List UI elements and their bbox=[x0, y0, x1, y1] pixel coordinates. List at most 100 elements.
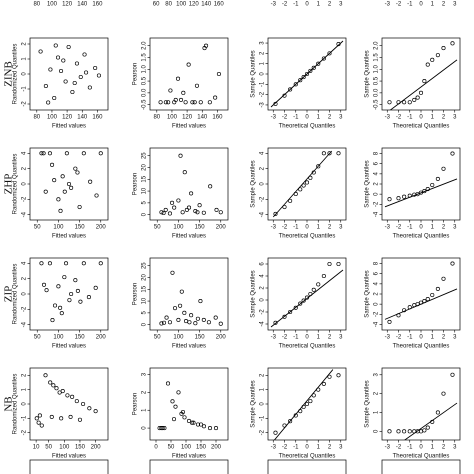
point bbox=[49, 414, 54, 419]
point bbox=[273, 211, 278, 216]
y-tick-label: 2 bbox=[260, 51, 266, 55]
point bbox=[162, 426, 167, 431]
point bbox=[198, 422, 204, 427]
point bbox=[450, 261, 455, 266]
x-tick-label: -3 bbox=[385, 115, 391, 121]
point bbox=[66, 44, 71, 50]
y-tick-label: -2 bbox=[374, 201, 380, 207]
reference-line bbox=[384, 288, 458, 320]
y-tick-label: 2 bbox=[374, 182, 380, 186]
point bbox=[58, 68, 64, 74]
x-tick-label: 100 bbox=[181, 445, 192, 451]
x-tick-label: 200 bbox=[211, 445, 222, 451]
point bbox=[184, 207, 189, 212]
x-tick-label: -1 bbox=[293, 335, 299, 341]
x-tick-label: 50 bbox=[45, 445, 52, 451]
point bbox=[213, 95, 218, 100]
point bbox=[161, 320, 167, 325]
point bbox=[96, 73, 101, 78]
point bbox=[441, 166, 446, 171]
y-tick-label: 4 bbox=[22, 261, 28, 265]
x-tick-label: 3 bbox=[339, 225, 343, 231]
x-tick-label: -3 bbox=[271, 445, 277, 451]
point bbox=[183, 100, 188, 105]
panel: 50 100 150 200 0 5 10 15 20 25 Fitted values Pearso… bbox=[133, 257, 229, 350]
point bbox=[161, 210, 166, 216]
y-tick-label: -4 bbox=[260, 211, 266, 217]
plot-area bbox=[39, 261, 103, 323]
point bbox=[98, 261, 103, 266]
point bbox=[67, 298, 72, 303]
y-tick-label: 4 bbox=[260, 151, 266, 155]
point bbox=[418, 90, 424, 95]
x-tick-label: -1 bbox=[293, 2, 299, 8]
x-axis-label: Fitted values bbox=[52, 454, 86, 460]
plot-area bbox=[159, 270, 223, 326]
panel-frame bbox=[267, 367, 347, 441]
y-tick-label: -2 bbox=[374, 311, 380, 317]
panel-frame bbox=[381, 459, 461, 474]
point bbox=[183, 319, 189, 324]
point bbox=[166, 100, 171, 105]
point bbox=[170, 399, 175, 404]
x-tick-label: 0 bbox=[305, 225, 309, 231]
panel: 80 100 120 140 160 -2 -1 0 1 2 Fitted values Random… bbox=[13, 37, 109, 130]
x-tick-label: 2 bbox=[328, 2, 332, 8]
x-axis-label: Theoretical Quantiles bbox=[279, 344, 336, 350]
panel: -3 -2 -1 0 1 2 3 bbox=[271, 2, 344, 8]
y-tick-label: 1.5 bbox=[374, 53, 380, 62]
point bbox=[39, 423, 44, 428]
y-tick-label: -2 bbox=[22, 306, 28, 312]
y-axis-label: Randomized Quantiles bbox=[13, 374, 19, 435]
point bbox=[158, 100, 163, 105]
point bbox=[54, 386, 59, 391]
y-tick-label: 10 bbox=[142, 297, 148, 304]
point bbox=[301, 75, 306, 80]
x-tick-label: 50 bbox=[154, 225, 161, 231]
point bbox=[201, 210, 206, 215]
x-tick-label: 100 bbox=[59, 445, 70, 451]
point bbox=[157, 426, 162, 431]
point bbox=[62, 189, 67, 194]
point bbox=[46, 100, 51, 105]
y-axis-label: Pearson bbox=[133, 393, 139, 415]
point bbox=[41, 282, 47, 287]
x-tick-label: 1 bbox=[317, 335, 321, 341]
point bbox=[44, 288, 49, 293]
point bbox=[56, 197, 61, 202]
point bbox=[62, 275, 67, 280]
x-tick-label: 150 bbox=[75, 225, 86, 231]
x-tick-label: -2 bbox=[396, 225, 402, 231]
y-tick-label: 2 bbox=[374, 391, 380, 395]
plot-area bbox=[384, 261, 458, 324]
x-tick-label: -1 bbox=[407, 225, 413, 231]
point bbox=[43, 373, 48, 378]
point bbox=[402, 429, 407, 434]
panel-frame bbox=[29, 459, 109, 474]
point bbox=[73, 278, 78, 283]
y-tick-label: 0 bbox=[142, 322, 148, 326]
y-tick-label: 2 bbox=[22, 166, 28, 170]
panel: -3 -2 -1 0 1 2 3 -4 -2 0 2 4 6 8 Theoretical Quantiles… bbox=[365, 257, 461, 350]
panel: 10 50 100 150 200 -2 -1 0 1 2 Fitted values Randomi… bbox=[13, 367, 109, 460]
x-axis-label: Fitted values bbox=[52, 344, 86, 350]
y-axis-label: Sample Quantiles bbox=[365, 270, 371, 317]
y-tick-label: 0.5 bbox=[374, 76, 380, 85]
point bbox=[61, 58, 66, 63]
plot-area bbox=[158, 43, 221, 105]
y-tick-label: 1.5 bbox=[142, 53, 148, 62]
point bbox=[197, 203, 202, 208]
x-tick-label: 160 bbox=[212, 115, 223, 121]
x-tick-label: -3 bbox=[385, 335, 391, 341]
y-tick-label: 0 bbox=[260, 298, 266, 302]
y-tick-label: 0.0 bbox=[374, 88, 380, 97]
point bbox=[74, 61, 80, 66]
plot-area bbox=[157, 381, 219, 431]
y-tick-label: 0 bbox=[22, 402, 28, 406]
panel: 50 100 150 200 -4 -2 0 2 4 Fitted values Randomize… bbox=[13, 257, 109, 350]
point bbox=[194, 83, 200, 88]
x-tick-label: -1 bbox=[407, 2, 413, 8]
x-tick-label: 0 bbox=[419, 2, 423, 8]
x-tick-label: 120 bbox=[62, 2, 73, 8]
